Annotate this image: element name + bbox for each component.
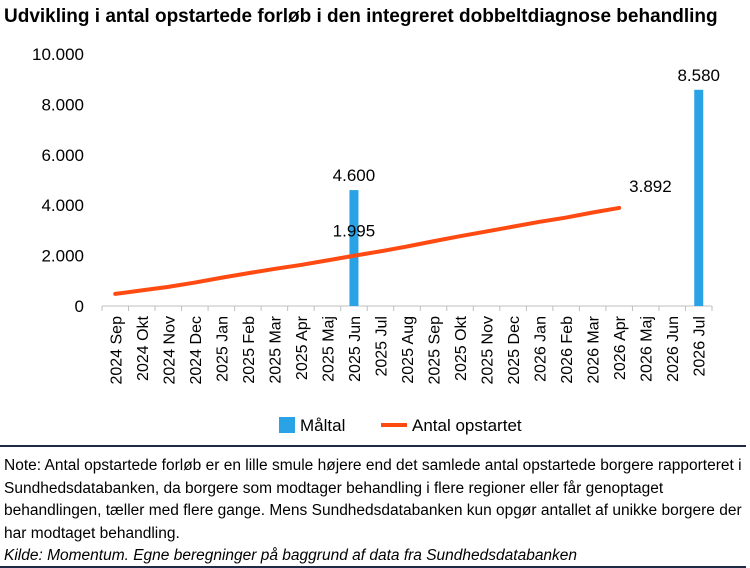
y-tick-label: 10.000 — [32, 45, 84, 64]
series-line — [113, 205, 622, 296]
bar-series — [349, 89, 704, 306]
line-data-label: 1.995 — [333, 222, 376, 241]
x-tick-label: 2024 Dec — [188, 316, 205, 385]
x-tick-label: 2026 Mar — [586, 315, 603, 383]
note-text: Note: Antal opstartede forløb er en lill… — [4, 457, 742, 542]
x-tick-label: 2024 Nov — [161, 316, 178, 385]
x-tick-label: 2026 Feb — [559, 316, 576, 384]
y-tick-label: 4.000 — [41, 196, 84, 215]
source-text: Kilde: Momentum. Egne beregninger på bag… — [4, 547, 578, 564]
bar — [694, 89, 704, 306]
x-tick-label: 2026 Jul — [692, 316, 709, 377]
y-tick-label: 0 — [75, 297, 84, 316]
y-axis: 0 2.000 4.000 6.000 8.000 10.000 — [32, 45, 84, 316]
x-tick-label: 2025 Jan — [214, 316, 231, 382]
bar — [349, 190, 359, 306]
legend: Måltal Antal opstartet — [279, 416, 522, 435]
top-divider — [0, 445, 746, 447]
x-tick-label: 2026 Jan — [533, 316, 550, 382]
bar-data-label: 8.580 — [677, 66, 720, 85]
x-tick-label: 2026 Maj — [639, 316, 656, 382]
x-tick-label: 2026 Apr — [612, 315, 629, 380]
bar-data-label: 4.600 — [333, 166, 376, 185]
y-tick-label: 6.000 — [41, 146, 84, 165]
legend-bar-label: Måltal — [300, 416, 345, 435]
x-tick-label: 2026 Jun — [665, 316, 682, 382]
x-axis: 2024 Sep 2024 Okt 2024 Nov 2024 Dec 2025 Jan… — [101, 305, 713, 385]
chart-title: Udvikling i antal opstartede forløb i de… — [4, 6, 718, 27]
data-labels: 4.600 8.580 1.995 3.892 — [333, 66, 720, 241]
x-tick-label: 2025 Mar — [267, 315, 284, 383]
x-tick-label: 2024 Okt — [135, 315, 152, 380]
x-tick-label: 2025 Maj — [320, 316, 337, 382]
x-tick-label: 2025 Dec — [506, 316, 523, 385]
x-tick-label: 2024 Sep — [108, 316, 125, 385]
bottom-divider — [0, 566, 746, 568]
x-tick-label: 2025 Nov — [480, 316, 497, 385]
y-tick-label: 2.000 — [41, 247, 84, 266]
x-tick-label: 2025 Aug — [400, 316, 417, 384]
notes: Note: Antal opstartede forløb er en lill… — [4, 455, 744, 568]
x-tick-label: 2025 Okt — [453, 315, 470, 380]
line-series — [113, 205, 622, 296]
x-tick-label: 2025 Jun — [347, 316, 364, 382]
legend-line-label: Antal opstartet — [412, 416, 522, 435]
x-tick-label: 2025 Jul — [373, 316, 390, 377]
line-data-label: 3.892 — [629, 177, 672, 196]
x-tick-label: 2025 Apr — [294, 315, 311, 380]
x-tick-label: 2025 Sep — [427, 316, 444, 385]
legend-bar-swatch — [279, 417, 295, 433]
y-tick-label: 8.000 — [41, 95, 84, 114]
x-tick-label: 2025 Feb — [241, 316, 258, 384]
